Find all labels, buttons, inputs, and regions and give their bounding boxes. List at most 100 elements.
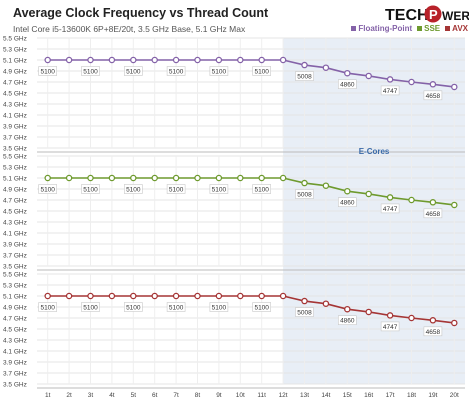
logo-power-icon — [424, 5, 442, 23]
data-point — [87, 292, 94, 300]
data-point — [301, 179, 308, 187]
data-point — [429, 199, 437, 206]
data-point — [451, 83, 458, 91]
data-label-box — [209, 302, 229, 312]
data-point — [279, 292, 287, 300]
y-tick-label: 5.5 GHz — [3, 154, 27, 161]
series-line-avx — [47, 295, 455, 324]
data-point — [344, 187, 351, 195]
data-point — [108, 56, 116, 64]
legend-swatch-floating-point — [351, 26, 357, 31]
legend-swatch-sse — [417, 26, 423, 31]
data-label-box — [81, 184, 100, 194]
data-point — [365, 308, 372, 316]
data-label-box — [209, 184, 229, 194]
data-point — [344, 305, 351, 313]
data-point — [322, 64, 330, 71]
data-label: 5100 — [169, 69, 184, 76]
data-label-box — [252, 184, 271, 194]
data-label-box — [38, 302, 58, 312]
x-tick-label: 8t — [195, 392, 201, 399]
data-label-box — [81, 66, 100, 76]
data-point — [279, 174, 287, 182]
data-label: 5100 — [83, 69, 98, 76]
x-tick-label: 2t — [66, 392, 72, 399]
y-tick-label: 4.7 GHz — [3, 316, 27, 323]
data-label: 5100 — [254, 69, 269, 76]
data-point — [279, 56, 287, 64]
y-tick-label: 5.5 GHz — [3, 36, 27, 43]
x-tick-label: 19t — [428, 392, 437, 399]
data-label: 4658 — [426, 211, 441, 218]
data-label-box — [38, 184, 58, 194]
x-tick-label: 5t — [131, 392, 137, 399]
data-point — [258, 174, 265, 182]
legend-swatch-avx — [445, 26, 451, 31]
data-label-box — [337, 315, 357, 326]
y-tick-label: 5.1 GHz — [3, 58, 27, 65]
y-tick-label: 4.9 GHz — [3, 69, 27, 76]
data-point — [130, 292, 137, 300]
x-tick-label: 6t — [152, 392, 158, 399]
techpowerup-logo: TECH P WERUP — [385, 5, 469, 24]
data-label-box — [166, 302, 186, 312]
data-point — [408, 314, 415, 322]
data-point — [408, 196, 415, 204]
data-label-box — [380, 321, 400, 332]
data-point — [322, 182, 330, 189]
data-point — [386, 76, 394, 83]
data-point — [258, 292, 265, 300]
y-tick-label: 4.3 GHz — [3, 102, 27, 109]
data-label: 5100 — [83, 187, 98, 194]
y-tick-label: 4.1 GHz — [3, 231, 27, 238]
x-tick-label: 17t — [386, 392, 395, 399]
x-tick-label: 7t — [173, 392, 179, 399]
data-label-box — [295, 189, 314, 199]
x-tick-label: 10t — [236, 392, 245, 399]
data-point — [365, 190, 372, 198]
data-label: 5100 — [254, 305, 269, 312]
data-label-box — [124, 184, 143, 194]
data-label: 5008 — [297, 310, 312, 317]
data-point — [322, 300, 330, 307]
y-tick-label: 3.5 GHz — [3, 264, 27, 271]
data-point — [130, 174, 137, 182]
y-tick-label: 4.9 GHz — [3, 305, 27, 312]
y-tick-label: 4.1 GHz — [3, 349, 27, 356]
legend-item-avx: AVX — [445, 24, 468, 33]
data-label: 4860 — [340, 200, 355, 207]
data-point — [130, 56, 137, 64]
data-point — [65, 292, 73, 300]
data-point — [451, 319, 458, 327]
data-label-box — [124, 66, 143, 76]
ecore-label: E-Cores — [359, 147, 390, 156]
data-point — [429, 317, 437, 324]
y-tick-label: 4.9 GHz — [3, 187, 27, 194]
data-label: 4747 — [383, 206, 398, 213]
data-label-box — [252, 302, 271, 312]
y-tick-label: 3.7 GHz — [3, 135, 27, 142]
y-tick-label: 4.7 GHz — [3, 80, 27, 87]
data-point — [237, 292, 244, 300]
x-tick-label: 11t — [257, 392, 266, 399]
y-tick-label: 4.5 GHz — [3, 327, 27, 334]
data-point — [237, 56, 244, 64]
data-label: 5100 — [40, 187, 55, 194]
logo-text-p: P — [429, 7, 438, 22]
data-label: 5008 — [297, 192, 312, 199]
data-point — [108, 174, 116, 182]
data-point — [386, 194, 394, 201]
logo-text-tech: TECH — [385, 7, 429, 24]
legend-item-sse: SSE — [417, 24, 440, 33]
y-tick-label: 5.5 GHz — [3, 272, 27, 279]
data-point — [44, 56, 51, 64]
x-tick-label: 4t — [109, 392, 115, 399]
data-label-box — [252, 66, 271, 76]
x-tick-label: 20t — [450, 392, 459, 399]
data-point — [301, 61, 308, 69]
chart-subtitle: Intel Core i5-13600K 6P+8E/20t, 3.5 GHz … — [13, 24, 246, 34]
data-point — [344, 69, 351, 77]
data-point — [194, 56, 201, 64]
data-point — [151, 56, 158, 64]
data-label: 5100 — [212, 69, 227, 76]
